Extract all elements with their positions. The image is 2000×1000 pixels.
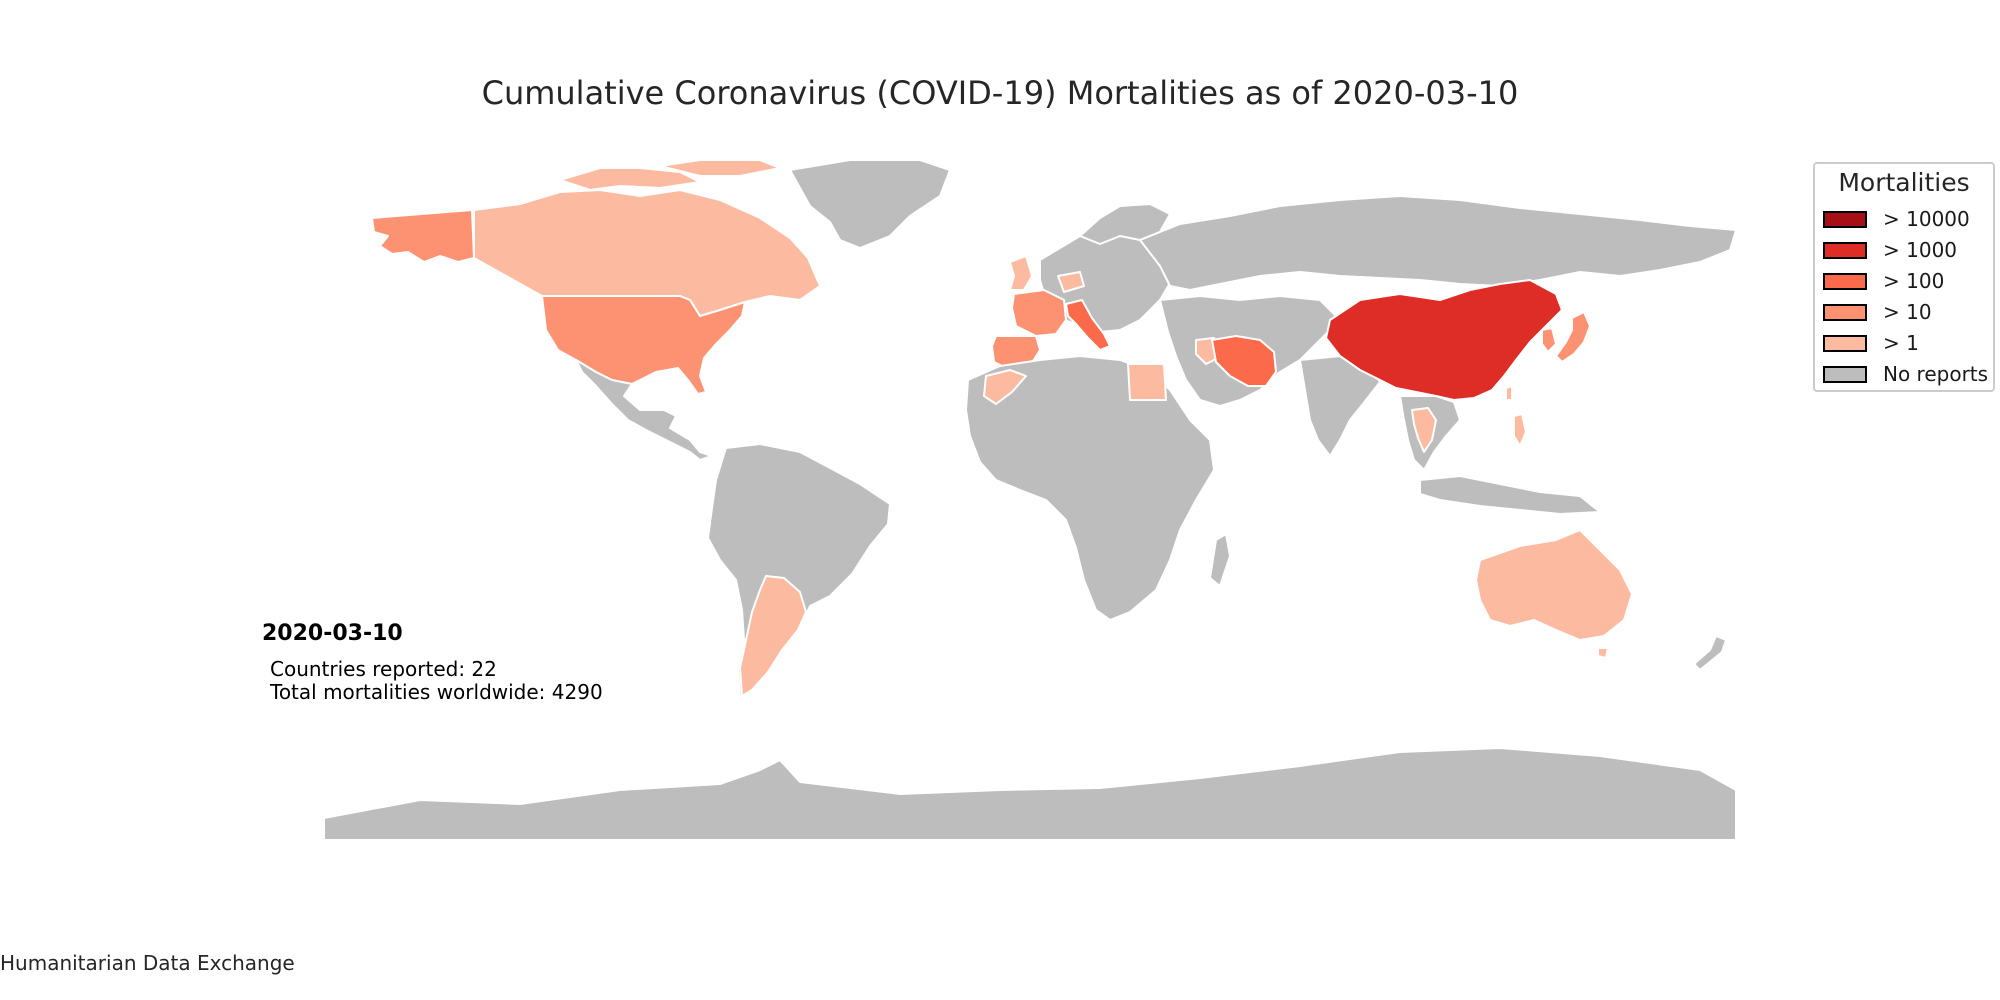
countries-reported: Countries reported: 22: [270, 657, 497, 681]
region-mexico: [575, 359, 713, 461]
legend-label: > 1000: [1883, 238, 1958, 262]
region-france: [1011, 289, 1067, 337]
region-south-america: [707, 443, 891, 699]
legend-swatch: [1823, 365, 1867, 383]
region-uk: [1009, 255, 1033, 291]
region-canada-arctic: [559, 167, 701, 191]
region-russia: [1139, 195, 1737, 291]
legend-swatch: [1823, 272, 1867, 290]
legend-swatch: [1823, 334, 1867, 352]
region-taiwan: [1505, 385, 1513, 401]
legend-label: > 10000: [1883, 207, 1970, 231]
region-morocco: [983, 369, 1027, 405]
legend-item-gt-100: > 100: [1823, 268, 1944, 294]
region-antarctica: [323, 747, 1737, 841]
region-korea: [1541, 327, 1557, 353]
chart-title: Cumulative Coronavirus (COVID-19) Mortal…: [481, 74, 1519, 112]
legend-label: > 1: [1883, 331, 1919, 355]
region-china: [1325, 279, 1563, 401]
legend: Mortalities > 10000 > 1000 > 100 > 10 > …: [1813, 162, 1995, 392]
legend-label: > 100: [1883, 269, 1945, 293]
region-egypt: [1127, 363, 1167, 401]
legend-item-gt-10000: > 10000: [1823, 206, 1970, 232]
region-iran: [1211, 335, 1277, 387]
region-canada-arctic-north: [659, 159, 781, 177]
region-greenland: [789, 159, 951, 249]
region-alaska: [371, 209, 475, 263]
legend-item-gt-1: > 1: [1823, 330, 1919, 356]
legend-item-gt-1000: > 1000: [1823, 237, 1957, 263]
total-mortalities: Total mortalities worldwide: 4290: [270, 680, 603, 704]
legend-label: No reports: [1883, 362, 1989, 386]
legend-item-no-reports: No reports: [1823, 361, 1988, 387]
region-switzerland: [1057, 271, 1085, 293]
region-thailand: [1411, 407, 1437, 453]
region-philippines: [1513, 413, 1527, 447]
region-italy: [1065, 299, 1111, 351]
region-argentina: [739, 575, 807, 697]
source-credit: Humanitarian Data Exchange: [0, 951, 295, 975]
legend-item-gt-10: > 10: [1823, 299, 1932, 325]
region-usa: [541, 295, 746, 395]
legend-label: > 10: [1883, 300, 1932, 324]
region-indonesia: [1419, 475, 1601, 515]
region-tasmania: [1597, 647, 1609, 659]
legend-swatch: [1823, 241, 1867, 259]
region-australia: [1475, 529, 1633, 641]
region-scandinavia: [1079, 203, 1171, 245]
legend-swatch: [1823, 210, 1867, 228]
legend-swatch: [1823, 303, 1867, 321]
stats-panel: 2020-03-10 Countries reported: 22 Total …: [262, 621, 603, 704]
legend-title: Mortalities: [1838, 168, 1970, 197]
region-new-zealand: [1693, 635, 1727, 671]
land-masses: [323, 159, 1737, 841]
region-madagascar: [1209, 533, 1231, 587]
region-japan: [1555, 311, 1591, 363]
stats-date: 2020-03-10: [262, 621, 403, 646]
